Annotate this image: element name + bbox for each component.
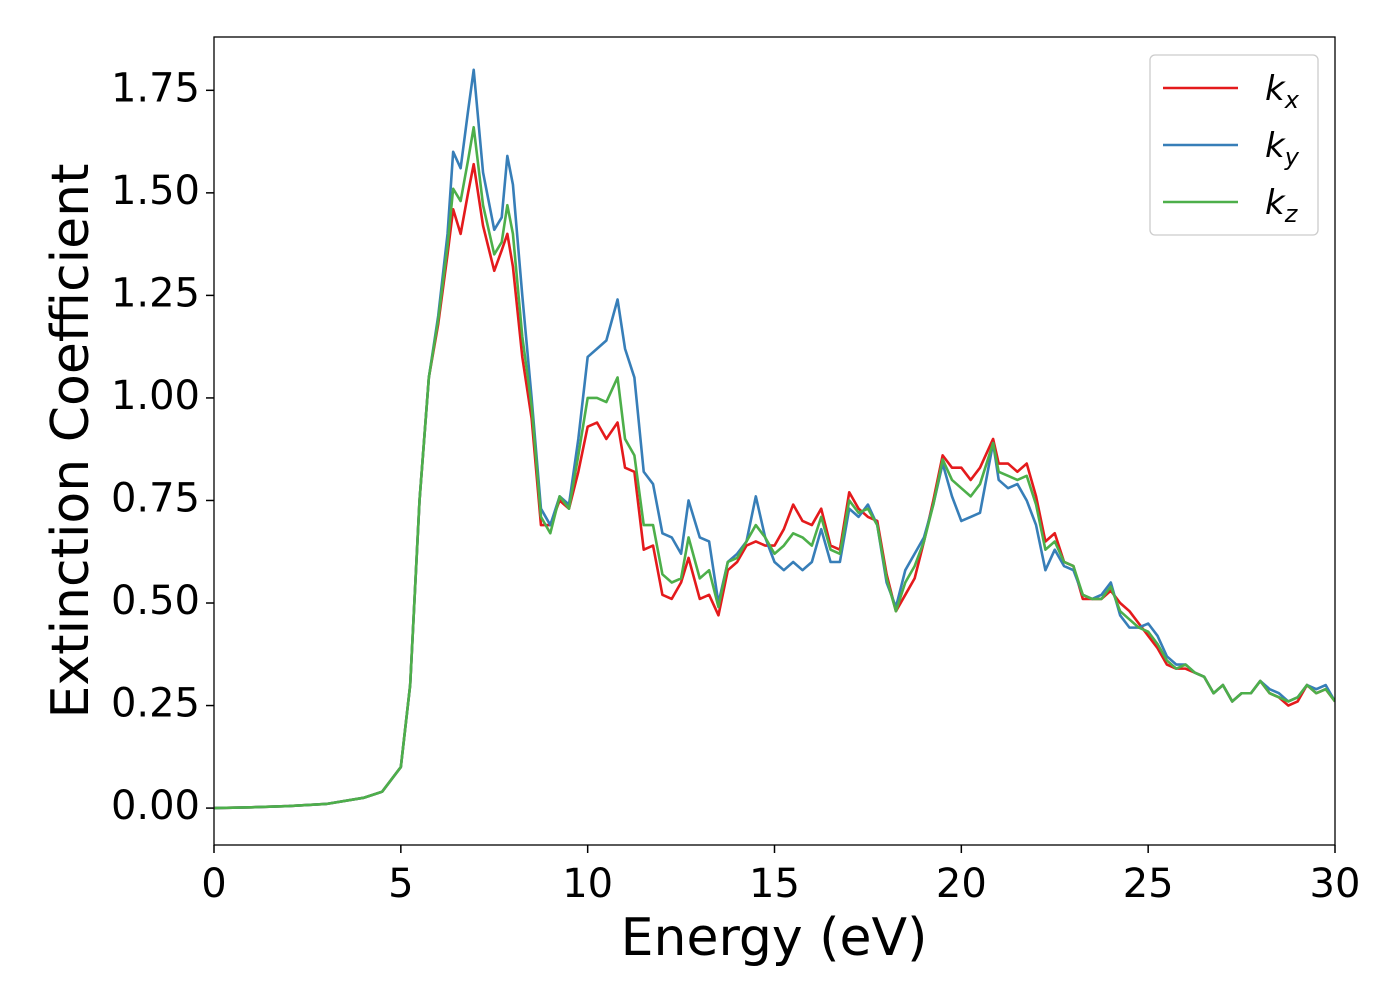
y-tick-label: 0.50 <box>111 578 200 624</box>
legend-label: ky <box>1265 126 1300 171</box>
x-axis-label: Energy (eV) <box>621 908 928 968</box>
y-tick-label: 1.75 <box>111 65 200 111</box>
plot-frame <box>213 36 1336 846</box>
x-tick-label: 10 <box>562 861 613 907</box>
y-tick-label: 0.25 <box>111 681 200 727</box>
y-tick-label: 1.50 <box>111 168 200 214</box>
series-line <box>214 125 1335 810</box>
y-tick-label: 0.00 <box>111 783 200 829</box>
legend-label: kz <box>1265 183 1299 228</box>
x-tick-label: 15 <box>749 861 800 907</box>
y-tick-label: 1.25 <box>111 270 200 316</box>
y-tick-label: 0.75 <box>111 475 200 521</box>
x-tick-label: 20 <box>936 861 987 907</box>
x-tick-label: 25 <box>1123 861 1174 907</box>
y-tick-label: 1.00 <box>111 373 200 419</box>
y-axis-label: Extinction Coefficient <box>41 164 101 719</box>
series-line <box>214 68 1335 810</box>
series-line <box>214 162 1335 810</box>
x-tick-label: 30 <box>1310 861 1361 907</box>
x-tick-label: 5 <box>388 861 413 907</box>
legend-label: kx <box>1265 69 1300 114</box>
x-tick-label: 0 <box>201 861 226 907</box>
